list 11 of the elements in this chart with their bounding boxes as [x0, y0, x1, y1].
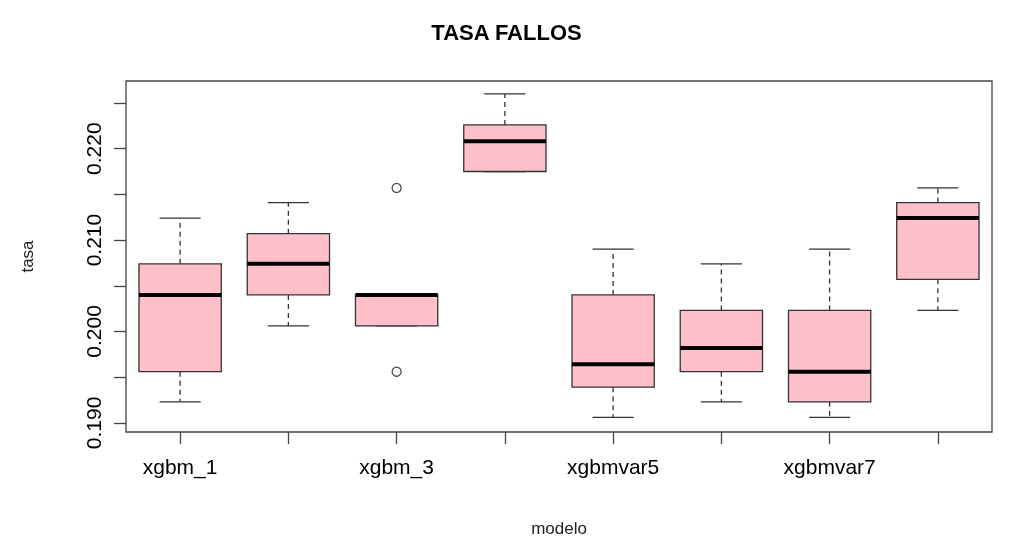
y-tick-label: 0.190: [82, 396, 105, 450]
y-tick-label: 0.210: [82, 213, 105, 267]
x-tick-label: xgbm_3: [359, 455, 434, 479]
y-axis-title: tasa: [18, 239, 37, 273]
x-tick-label: xgbmvar7: [783, 455, 876, 478]
x-tick-label: xgbm_1: [142, 455, 218, 479]
y-tick-label: 0.200: [82, 305, 105, 358]
x-axis-title: modelo: [531, 519, 587, 538]
x-tick-label: xgbmvar5: [567, 455, 660, 478]
y-tick-label: 0.220: [82, 122, 105, 175]
chart-title: TASA FALLOS: [431, 19, 582, 45]
